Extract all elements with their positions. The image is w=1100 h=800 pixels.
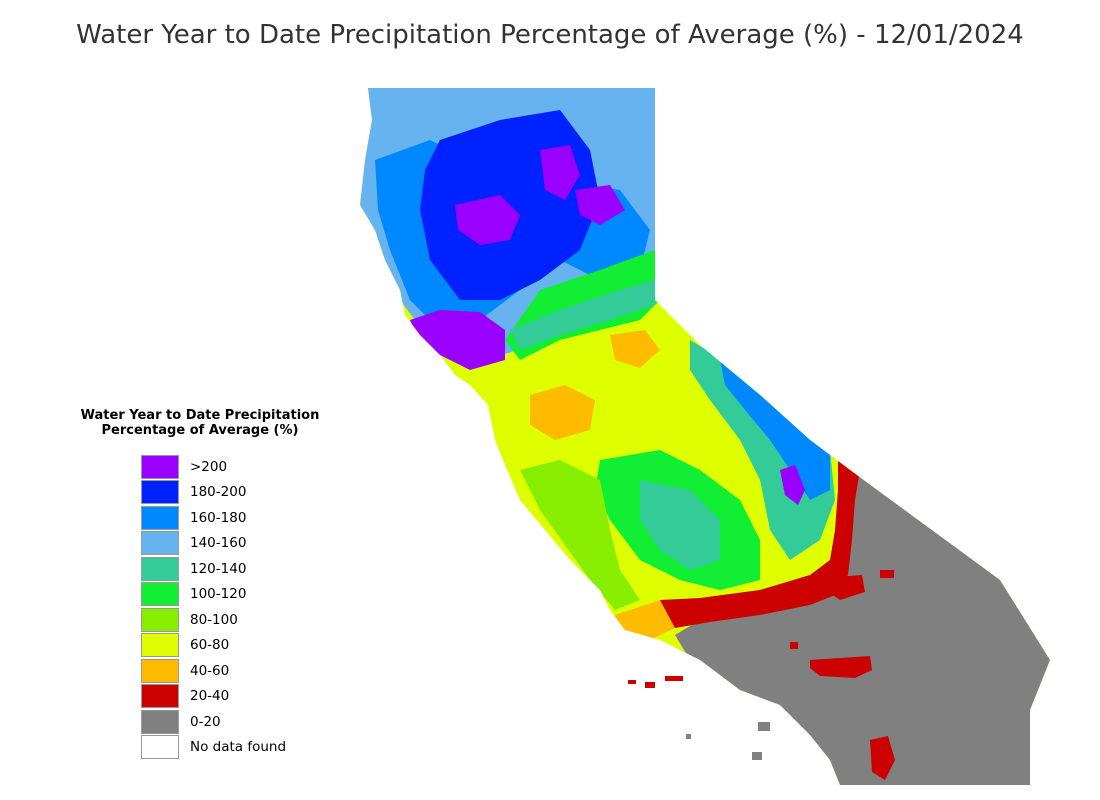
island-grey-c xyxy=(752,752,762,760)
legend-label: 100-120 xyxy=(190,586,247,603)
channel-islands-red-b xyxy=(645,682,655,688)
legend-item: 80-100 xyxy=(141,607,340,633)
legend-item: 100-120 xyxy=(141,582,340,608)
legend-item: 0-20 xyxy=(141,709,340,735)
legend-item: 180-200 xyxy=(141,480,340,506)
desert-red-patch-c xyxy=(825,575,865,600)
legend-swatch xyxy=(141,454,179,479)
legend-label: >200 xyxy=(190,458,228,475)
channel-islands-red-a xyxy=(628,680,636,684)
region-120-140-valley xyxy=(640,480,720,570)
legend-item: 20-40 xyxy=(141,684,340,710)
legend-label: 180-200 xyxy=(190,484,247,501)
legend-item: No data found xyxy=(141,735,340,761)
legend-item: >200 xyxy=(141,454,340,480)
legend-item: 60-80 xyxy=(141,633,340,659)
legend-label: 60-80 xyxy=(190,637,230,654)
region-20-40-band xyxy=(655,460,860,628)
legend-label: 140-160 xyxy=(190,535,247,552)
legend-label: 0-20 xyxy=(190,713,221,730)
island-grey-a xyxy=(758,722,770,731)
legend-swatch xyxy=(141,505,179,530)
region-over-200-c xyxy=(575,185,625,225)
channel-islands-red-c xyxy=(665,676,683,681)
region-sierra-over-200 xyxy=(780,465,805,505)
legend-title: Water Year to Date Precipitation Percent… xyxy=(80,408,320,438)
region-80-100-coast xyxy=(520,460,640,610)
legend-label: 80-100 xyxy=(190,611,238,628)
region-120-140-band xyxy=(510,280,655,350)
legend-label: 20-40 xyxy=(190,688,230,705)
page-title: Water Year to Date Precipitation Percent… xyxy=(76,20,1024,50)
legend-swatch xyxy=(141,709,179,734)
legend-swatch xyxy=(141,582,179,607)
region-40-60-north-valley xyxy=(610,330,660,368)
legend-item: 120-140 xyxy=(141,556,340,582)
legend-swatch xyxy=(141,633,179,658)
legend-item: 40-60 xyxy=(141,658,340,684)
legend-swatch xyxy=(141,607,179,632)
legend-label: 40-60 xyxy=(190,662,230,679)
legend-item: 160-180 xyxy=(141,505,340,531)
region-over-200-a xyxy=(455,195,520,245)
island-grey-b xyxy=(686,734,691,739)
legend-label: 160-180 xyxy=(190,509,247,526)
legend-swatch xyxy=(141,658,179,683)
legend-swatch xyxy=(141,735,179,760)
legend-items: >200 180-200 160-180 140-160 120-140 100-120 8… xyxy=(141,454,340,760)
desert-red-patch-a xyxy=(810,656,872,678)
region-sierra-160-180 xyxy=(720,360,830,500)
legend-swatch xyxy=(141,531,179,556)
region-sierra-120-140 xyxy=(690,340,835,560)
legend-swatch xyxy=(141,556,179,581)
desert-red-patch-b xyxy=(870,736,895,780)
legend-swatch xyxy=(141,684,179,709)
legend-label: 120-140 xyxy=(190,560,247,577)
legend-swatch xyxy=(141,480,179,505)
legend-label: No data found xyxy=(190,739,287,756)
region-40-60-bay xyxy=(530,385,595,440)
desert-red-patch-d xyxy=(790,642,798,649)
region-over-200-b xyxy=(540,145,580,200)
map-legend: Water Year to Date Precipitation Percent… xyxy=(60,408,340,760)
region-over-200-coast xyxy=(410,310,505,370)
legend-item: 140-160 xyxy=(141,531,340,557)
desert-red-patch-e xyxy=(880,570,894,578)
